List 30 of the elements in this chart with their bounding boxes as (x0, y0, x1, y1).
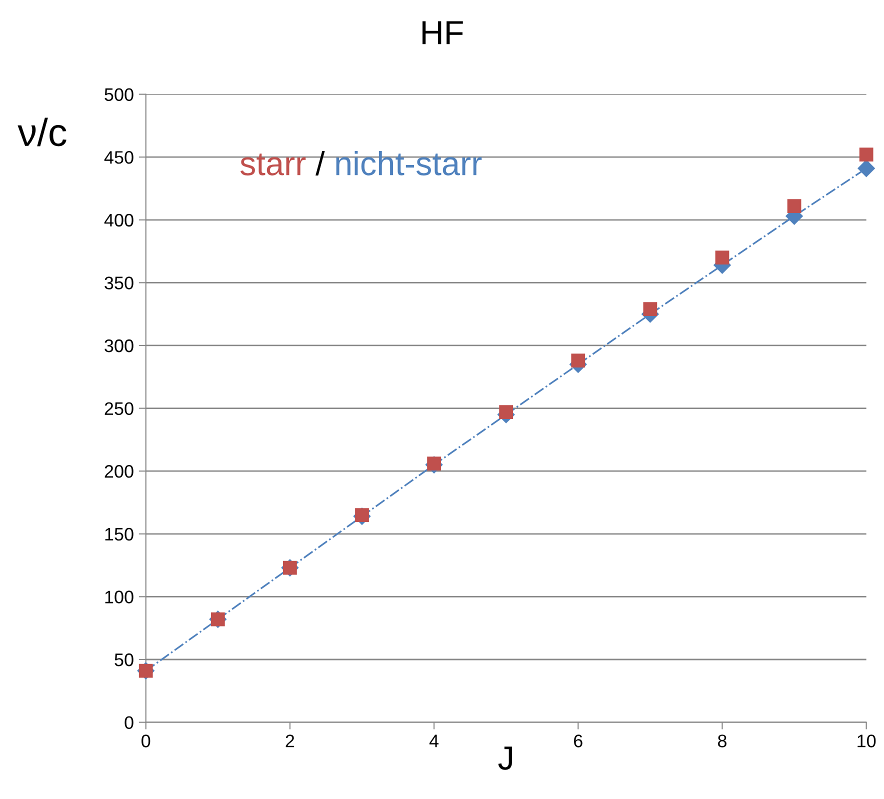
point (571, 354, 586, 368)
x-tick-label: 6 (574, 734, 582, 748)
point (499, 405, 514, 419)
text: starr (240, 154, 306, 176)
y-tick-label: 500 (104, 88, 134, 101)
x-tick-label: 0 (142, 734, 150, 748)
y-tick-label: 0 (124, 716, 134, 730)
y-axis-title: ν/c (18, 118, 66, 146)
x-tick-label: 4 (429, 734, 439, 748)
point (715, 250, 730, 265)
annotation: / (316, 150, 325, 176)
point (858, 160, 875, 177)
x-tick-label: 8 (718, 734, 726, 748)
y-tick-label: 350 (104, 276, 134, 290)
y-tick-label: 450 (104, 151, 134, 164)
y-tick-label: 150 (105, 528, 134, 541)
x-axis-title: J (498, 746, 512, 770)
chart-title: HF (422, 21, 463, 44)
y-tick-label: 100 (105, 590, 134, 604)
y-tick-label: 400 (104, 214, 134, 227)
x-tick-label: 2 (286, 734, 294, 748)
x-tick-label: 10 (858, 734, 876, 748)
y-tick-label: 250 (104, 402, 134, 416)
point (643, 302, 658, 316)
text: nicht-starr (336, 150, 482, 176)
y-tick-label: 200 (104, 465, 134, 478)
y-tick-label: 50 (114, 653, 134, 666)
point (859, 148, 874, 162)
y-tick-label: 300 (104, 339, 134, 352)
point (787, 199, 802, 214)
